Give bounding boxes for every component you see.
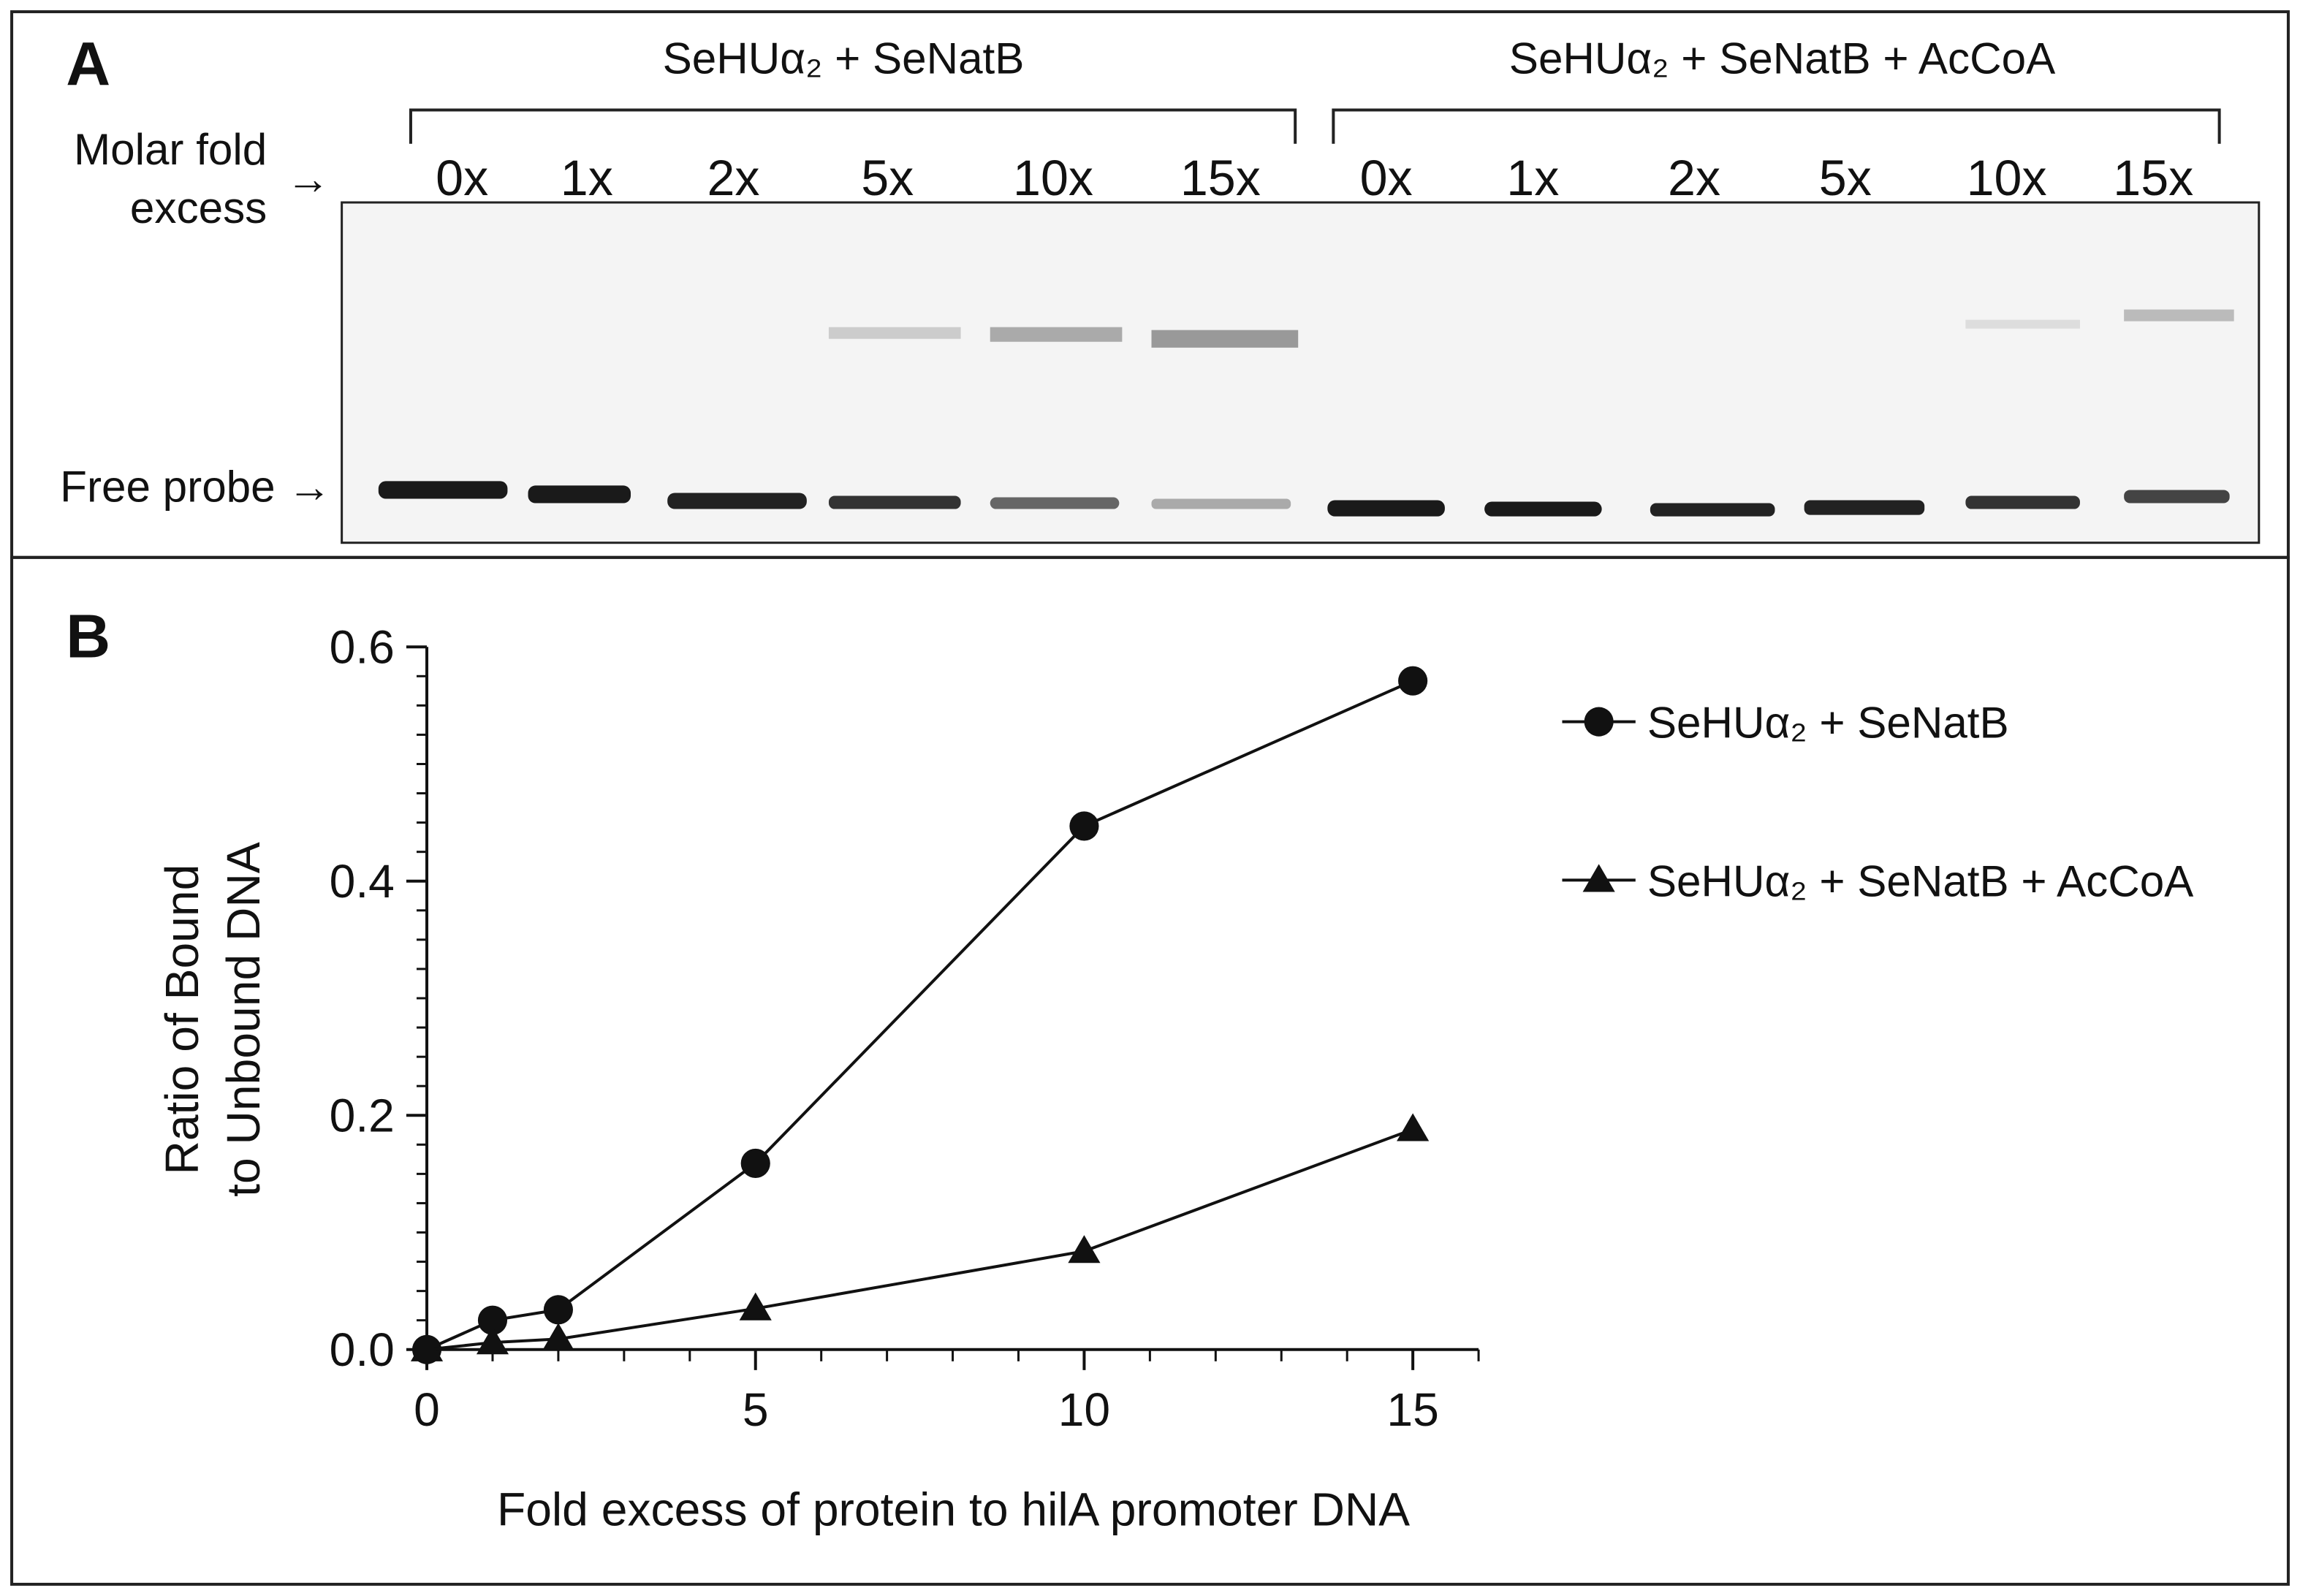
band xyxy=(1151,330,1299,348)
x-tick-label: 10 xyxy=(1058,1383,1110,1436)
band xyxy=(667,493,807,509)
y-tick-label: 0.2 xyxy=(330,1089,395,1141)
series-line xyxy=(426,679,1413,1351)
marker xyxy=(740,1148,770,1179)
band xyxy=(828,495,961,509)
lane-label: 1x xyxy=(561,151,613,206)
group-bracket xyxy=(409,108,2221,144)
lane-label: 0x xyxy=(436,151,488,206)
band xyxy=(2124,490,2230,503)
band xyxy=(378,481,508,499)
panel-letter: A xyxy=(66,29,110,98)
lane-label: 15x xyxy=(2113,151,2193,206)
legend-label: SeHUα₂ + SeNatB xyxy=(1647,698,2009,748)
band xyxy=(1484,501,1602,517)
lane-label: 1x xyxy=(1506,151,1559,206)
band xyxy=(528,485,631,503)
lane-label: 2x xyxy=(1668,151,1720,206)
marker xyxy=(1397,1113,1430,1141)
marker xyxy=(543,1295,573,1325)
marker xyxy=(1398,666,1428,696)
lane-label: 10x xyxy=(1013,151,1093,206)
y-tick-label: 0.4 xyxy=(330,855,395,908)
series-line xyxy=(426,1128,1413,1351)
arrow: → xyxy=(286,153,330,203)
x-tick-label: 15 xyxy=(1386,1383,1438,1436)
x-tick-label: 0 xyxy=(414,1383,440,1436)
band xyxy=(2124,309,2234,322)
panel-b-frame xyxy=(10,555,2290,1586)
marker xyxy=(1069,811,1099,841)
marker xyxy=(477,1305,508,1335)
group-label: SeHUα₂ + SeNatB xyxy=(663,33,1025,83)
lane-label: 10x xyxy=(1967,151,2047,206)
marker xyxy=(1068,1235,1101,1264)
gel-bands xyxy=(378,309,2234,517)
lane-label: 5x xyxy=(861,151,914,206)
band xyxy=(1804,500,1925,515)
y-tick-label: 0.0 xyxy=(330,1323,395,1376)
legend-label: SeHUα₂ + SeNatB + AcCoA xyxy=(1647,856,2194,905)
marker xyxy=(1584,707,1614,737)
lane-labels: 0x 1x 2x 5x 10x 15x 0x 1x 2x 5x 10x 15x xyxy=(436,151,2193,206)
band xyxy=(828,327,961,339)
band xyxy=(1965,319,2080,329)
band xyxy=(1327,500,1445,517)
lane-label: 15x xyxy=(1180,151,1261,206)
y-axis-label: Ratio of Bound xyxy=(156,864,208,1175)
marker xyxy=(542,1323,574,1351)
group-label: SeHUα₂ + SeNatB + AcCoA xyxy=(1509,33,2056,83)
y-tick-label: 0.6 xyxy=(330,620,395,673)
band xyxy=(1965,495,2080,509)
marker xyxy=(410,1333,444,1361)
marker xyxy=(1582,864,1615,892)
x-axis-label: Fold excess of protein to hilA promoter … xyxy=(497,1483,1410,1536)
lane-label: 2x xyxy=(707,151,759,206)
y-axis-label: to Unbound DNA xyxy=(217,842,270,1197)
marker xyxy=(476,1326,509,1355)
molar-label: Molar fold xyxy=(74,124,267,174)
band xyxy=(990,497,1120,509)
panel-letter: B xyxy=(66,601,110,670)
band xyxy=(990,327,1123,342)
marker xyxy=(739,1292,772,1320)
gel xyxy=(341,201,2261,544)
chart: 0.0 0.2 0.4 0.6 0 5 10 15 Fold excess of protein… xyxy=(156,620,2194,1535)
band xyxy=(1151,498,1291,509)
free-probe-label: Free probe → xyxy=(60,462,331,512)
band xyxy=(1650,503,1775,517)
lane-label: 5x xyxy=(1819,151,1872,206)
lane-label: 0x xyxy=(1360,151,1413,206)
molar-label: excess xyxy=(130,183,267,232)
x-tick-label: 5 xyxy=(743,1383,769,1436)
